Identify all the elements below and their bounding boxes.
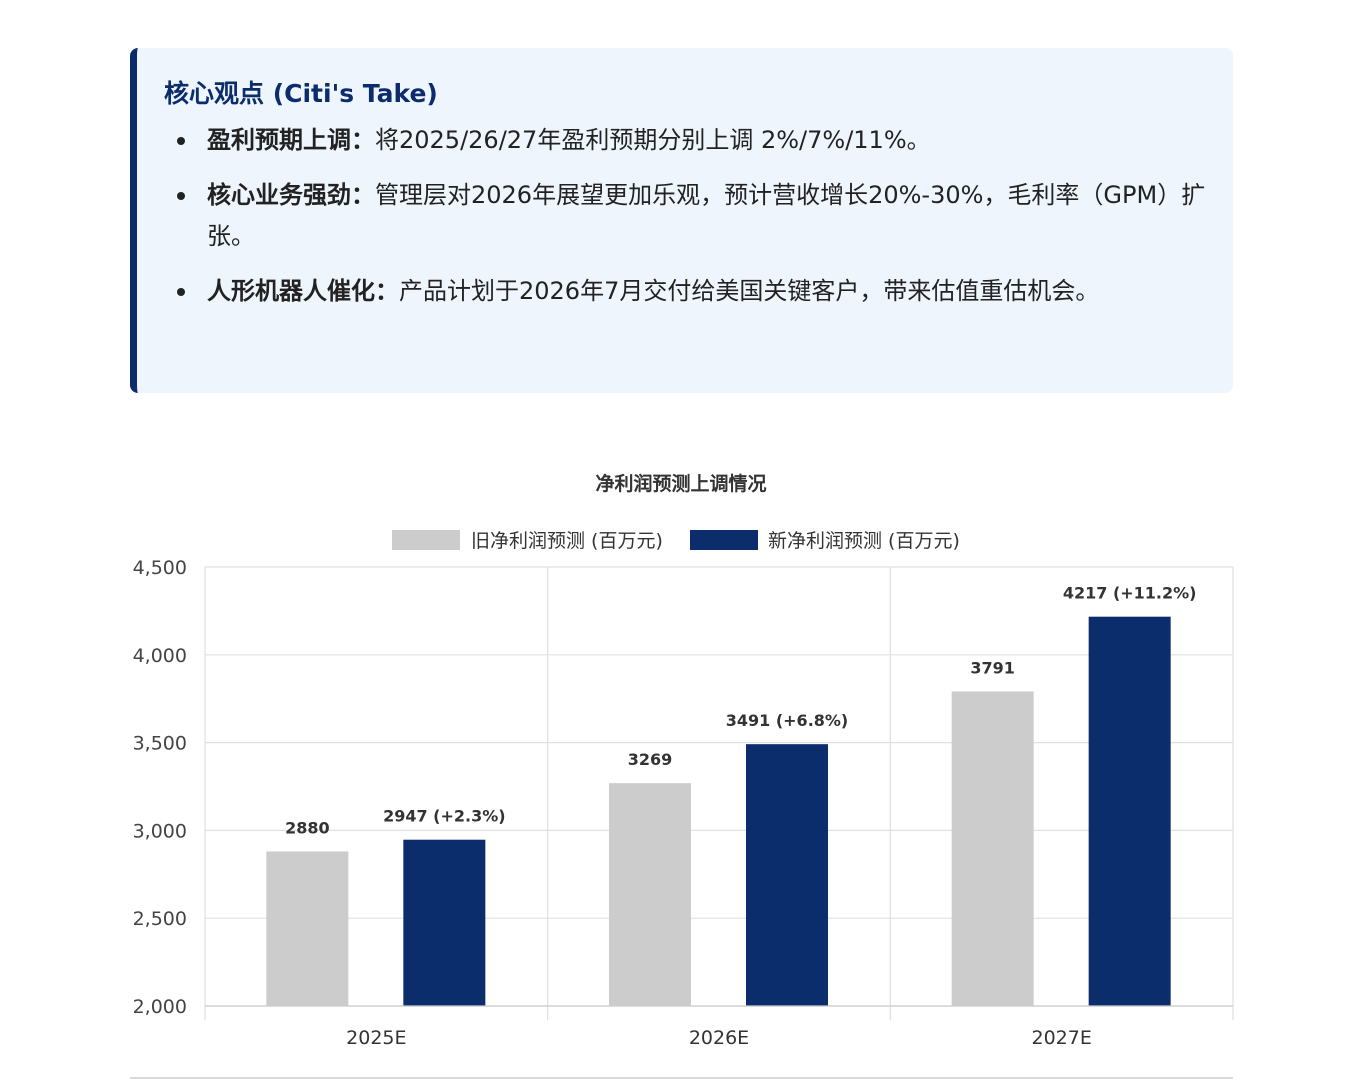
list-item: 盈利预期上调：将2025/26/27年盈利预期分别上调 2%/7%/11%。 xyxy=(164,120,1207,161)
data-label: 2947 (+2.3%) xyxy=(383,807,506,826)
list-item-label: 人形机器人催化： xyxy=(207,277,399,305)
x-tick-label: 2027E xyxy=(1031,1027,1091,1049)
y-tick-label: 3,500 xyxy=(133,733,187,755)
list-item-text: 产品计划于2026年7月交付给美国关键客户，带来估值重估机会。 xyxy=(399,277,1100,305)
bullet-icon xyxy=(177,288,185,296)
bar-old-2027E xyxy=(951,691,1034,1006)
data-label: 4217 (+11.2%) xyxy=(1063,584,1197,603)
list-item: 人形机器人催化：产品计划于2026年7月交付给美国关键客户，带来估值重估机会。 xyxy=(164,271,1207,312)
key-takeaways-callout: 核心观点 (Citi's Take) 盈利预期上调：将2025/26/27年盈利… xyxy=(130,48,1233,393)
x-tick-label: 2026E xyxy=(689,1027,749,1049)
y-tick-label: 4,000 xyxy=(133,645,187,667)
list-item-label: 盈利预期上调： xyxy=(207,126,375,154)
bar-new-2025E xyxy=(403,839,486,1006)
legend-swatch-2 xyxy=(690,530,758,550)
list-item-label: 核心业务强劲： xyxy=(207,181,375,209)
legend-label-2: 新净利润预测 (百万元) xyxy=(768,530,960,552)
data-label: 2880 xyxy=(285,818,330,837)
legend-label-1: 旧净利润预测 (百万元) xyxy=(471,530,663,552)
net-profit-forecast-chart: 净利润预测上调情况旧净利润预测 (百万元) 新净利润预测 (百万元) 2,000 2,… xyxy=(0,440,1363,1080)
list-item: 核心业务强劲：管理层对2026年展望更加乐观，预计营收增长20%-30%，毛利率… xyxy=(164,175,1207,257)
callout-title: 核心观点 (Citi's Take) xyxy=(164,79,438,108)
bullet-icon xyxy=(177,137,185,145)
bullet-icon xyxy=(177,192,185,200)
y-tick-label: 4,500 xyxy=(133,557,187,579)
list-item-text: 将2025/26/27年盈利预期分别上调 2%/7%/11%。 xyxy=(375,126,931,154)
chart-title: 净利润预测上调情况 xyxy=(595,472,766,495)
y-tick-label: 2,500 xyxy=(133,908,187,930)
x-tick-label: 2025E xyxy=(346,1027,406,1049)
bar-new-2026E xyxy=(746,744,828,1006)
y-tick-label: 2,000 xyxy=(133,996,187,1018)
data-label: 3269 xyxy=(628,750,673,769)
data-label: 3791 xyxy=(970,659,1015,678)
y-tick-label: 3,000 xyxy=(133,820,187,842)
data-label: 3491 (+6.8%) xyxy=(726,711,849,730)
legend-swatch-1 xyxy=(392,530,460,550)
list-item-text: 管理层对2026年展望更加乐观，预计营收增长20%-30%，毛利率（GPM）扩张… xyxy=(207,181,1206,250)
bar-old-2025E xyxy=(266,851,349,1006)
bar-new-2027E xyxy=(1088,616,1171,1006)
takeaways-list: 盈利预期上调：将2025/26/27年盈利预期分别上调 2%/7%/11%。 核… xyxy=(164,120,1207,312)
bottom-divider xyxy=(130,1077,1233,1079)
bar-old-2026E xyxy=(609,783,691,1006)
